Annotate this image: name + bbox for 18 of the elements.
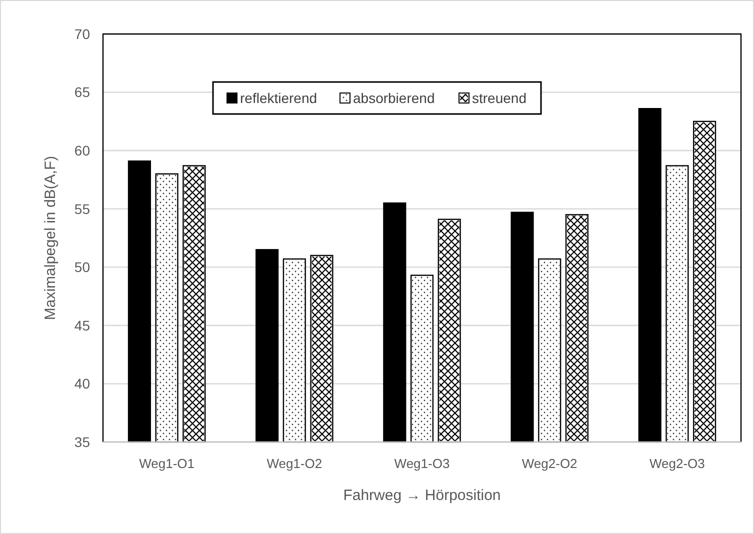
y-tick-label: 65 [74,84,90,100]
legend-label: absorbierend [353,90,435,106]
y-tick-label: 70 [74,26,90,42]
y-tick-label: 40 [74,376,90,392]
y-tick-label: 45 [74,317,90,334]
legend-label: reflektierend [240,90,318,106]
y-axis-title: Maximalpegel in dB(A,F) [42,156,59,320]
y-tick-label: 50 [74,259,90,276]
x-tick-label: Weg1-O1 [139,456,195,471]
x-tick-label: Weg1-O2 [266,456,322,471]
y-tick-label: 60 [74,142,90,158]
legend-label: streuend [472,90,526,106]
y-tick-label: 35 [74,434,90,450]
x-tick-label: Weg2-O2 [522,456,578,471]
y-tick-label: 55 [74,200,90,217]
x-tick-label: Weg2-O3 [649,456,705,471]
x-tick-label: Weg1-O3 [394,456,450,471]
x-axis-title: Fahrweg → Hörposition [343,487,501,504]
